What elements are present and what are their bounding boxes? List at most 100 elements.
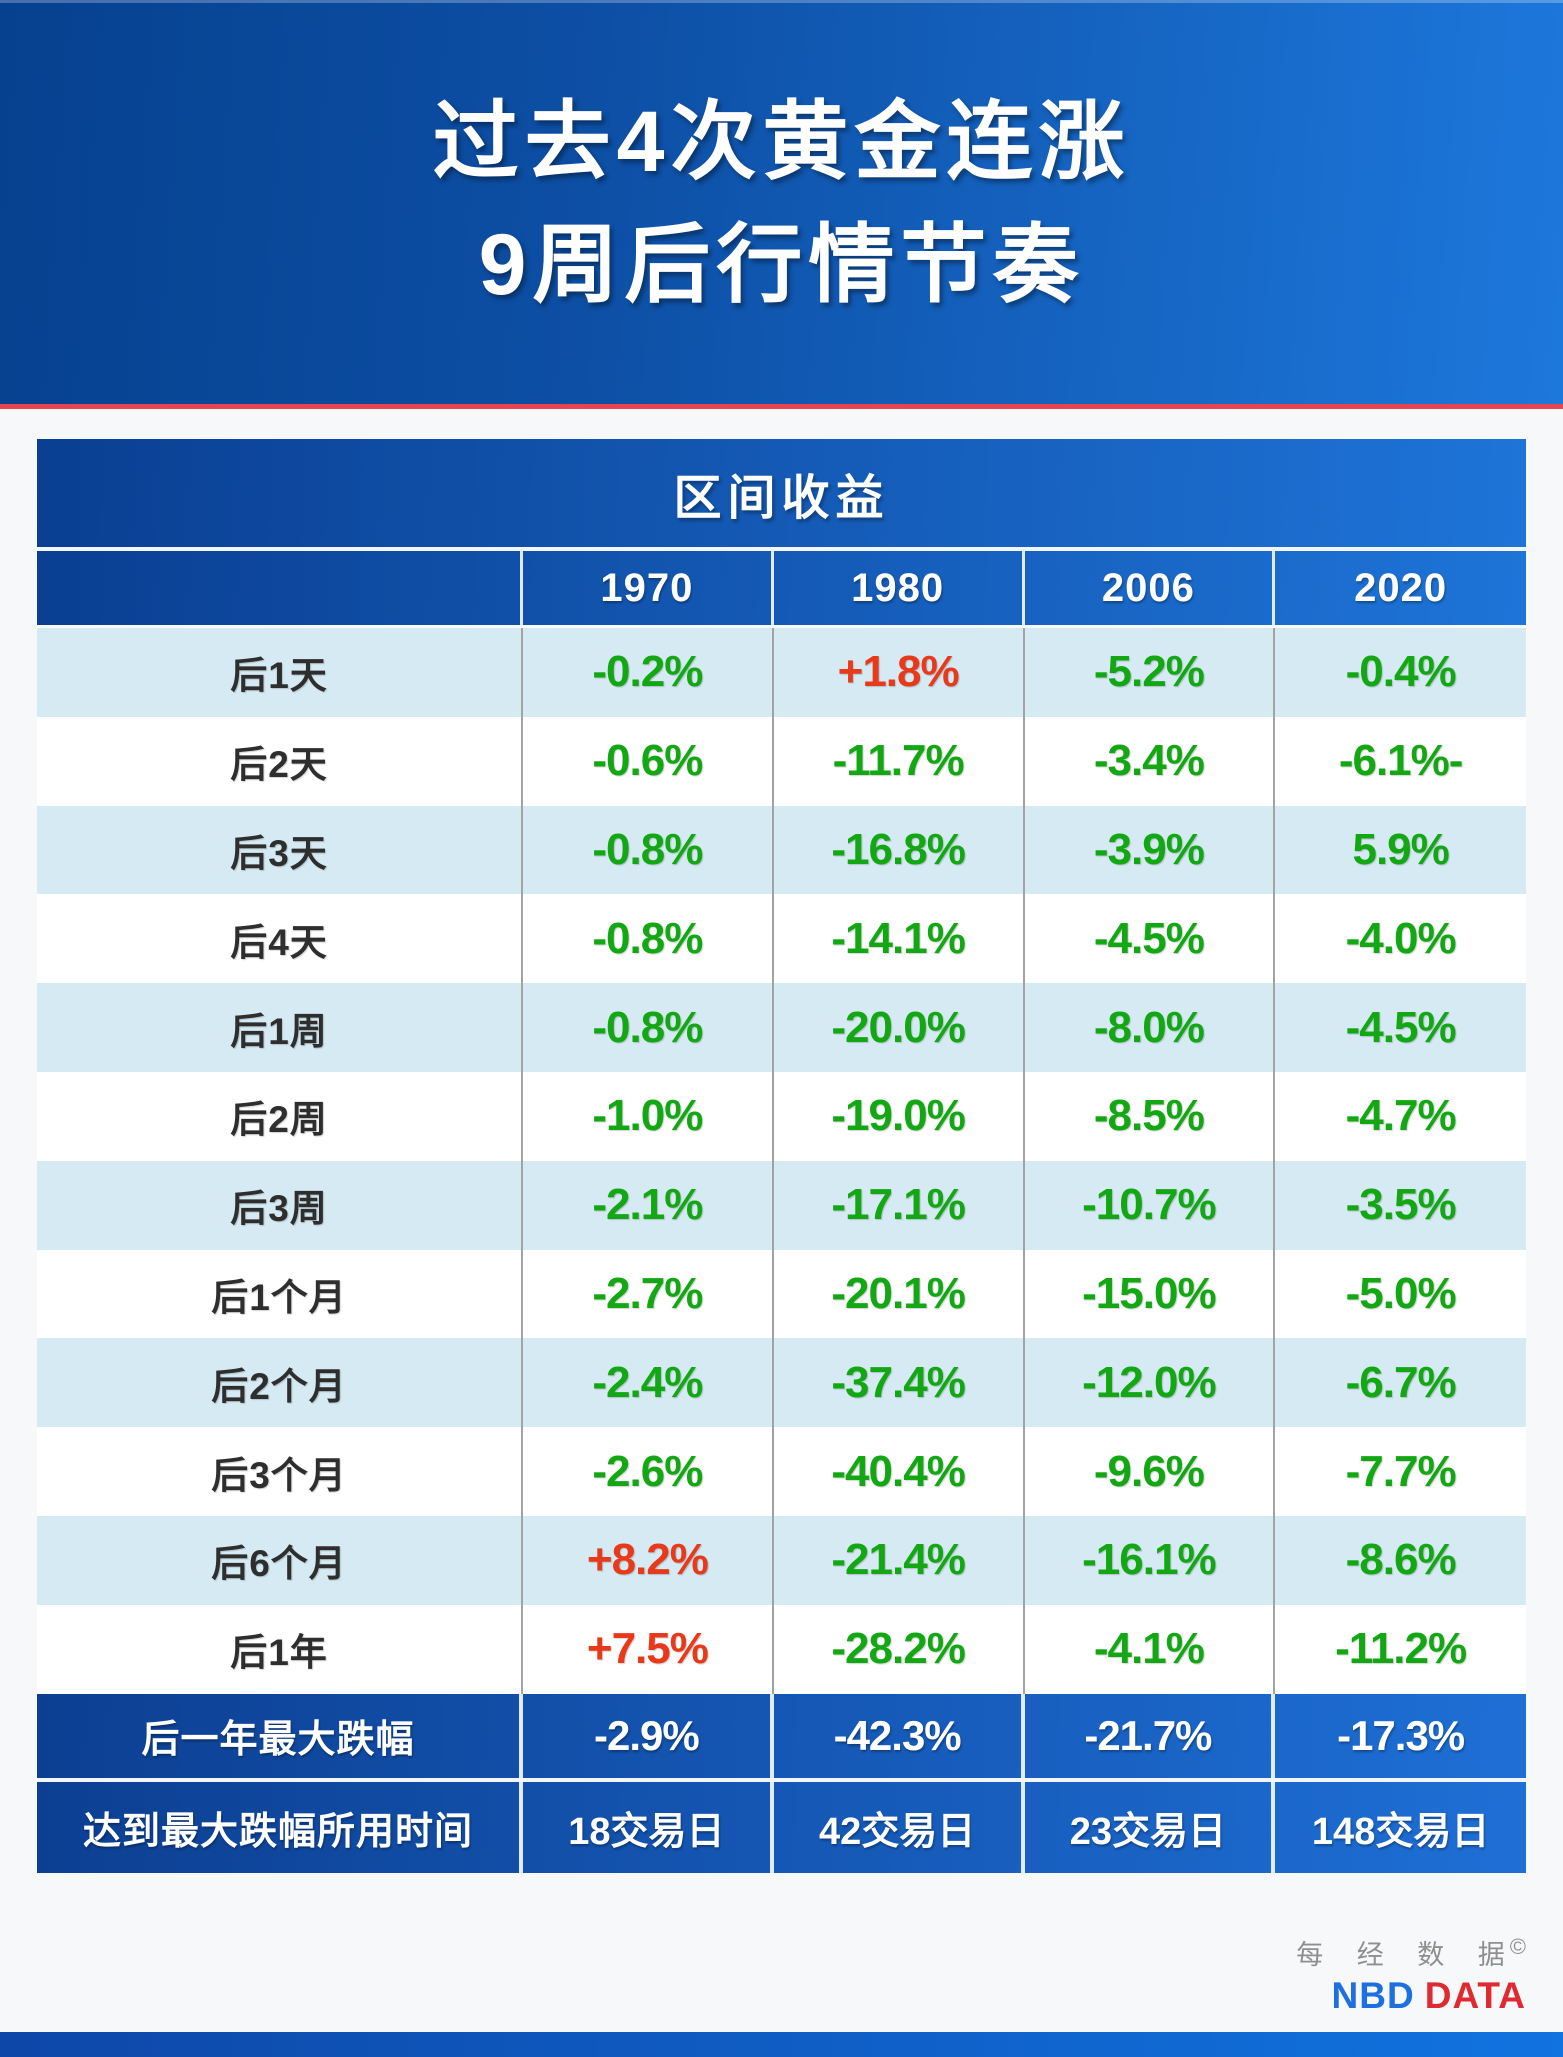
brand-nbd-text: NBD (1331, 1975, 1415, 2016)
value-cell: -12.0% (1025, 1338, 1276, 1428)
summary-row: 达到最大跌幅所用时间 18交易日 42交易日 23交易日 148交易日 (37, 1777, 1526, 1873)
value-cell: -6.1%- (1275, 717, 1526, 806)
value-text: -0.6% (592, 736, 703, 786)
value-text: -4.0% (1345, 913, 1457, 963)
summary-row-label: 后一年最大跌幅 (37, 1693, 523, 1778)
table-row: 后1天 -0.2% +1.8% -5.2% -0.4% (37, 628, 1526, 717)
value-text: -11.2% (1335, 1624, 1467, 1674)
footer-brand: 每 经 数 据© NBD DATA (1296, 1933, 1526, 2017)
banner-title-line2: 9周后行情节奏 (478, 216, 1085, 313)
value-text: -16.8% (831, 824, 965, 874)
value-text: -10.7% (1082, 1180, 1216, 1230)
value-cell: -5.0% (1275, 1250, 1526, 1339)
table-title: 区间收益 (673, 472, 890, 525)
value-cell: +8.2% (523, 1515, 774, 1605)
value-cell: -40.4% (774, 1427, 1025, 1516)
value-cell: +7.5% (523, 1604, 774, 1694)
value-text: -0.8% (592, 1002, 703, 1052)
value-text: -2.7% (592, 1268, 703, 1318)
value-text: +1.8% (837, 647, 960, 697)
data-rows-section: 后1天 -0.2% +1.8% -5.2% -0.4% 后2天 -0.6% -11.7% -3.… (37, 628, 1526, 1694)
value-text: -2.1% (592, 1180, 703, 1230)
value-cell: -0.8% (523, 894, 774, 984)
summary-value-cell: 42交易日 (774, 1781, 1025, 1873)
value-cell: 5.9% (1275, 806, 1526, 895)
value-cell: -16.1% (1025, 1515, 1276, 1605)
returns-table: 区间收益 1970 1980 2006 2020 后1天 -0.2% +1.8% -5… (37, 439, 1526, 1873)
value-cell: -3.5% (1275, 1161, 1526, 1250)
table-row: 后1个月 -2.7% -20.1% -15.0% -5.0% (37, 1249, 1526, 1339)
table-row: 后3周 -2.1% -17.1% -10.7% -3.5% (37, 1160, 1526, 1250)
value-text: -4.5% (1093, 913, 1205, 963)
value-cell: +1.8% (774, 628, 1025, 717)
value-cell: -6.7% (1275, 1338, 1526, 1427)
value-text: -4.7% (1345, 1091, 1457, 1141)
value-text: -7.7% (1345, 1446, 1457, 1496)
value-cell: -10.7% (1025, 1160, 1276, 1250)
summary-value-cell: -2.9% (523, 1693, 774, 1778)
value-text: -40.4% (831, 1446, 965, 1496)
brand-cn-text: 每 经 数 据© (1296, 1933, 1526, 1972)
value-cell: -0.8% (523, 983, 774, 1072)
value-text: +7.5% (586, 1624, 709, 1674)
value-text: -8.0% (1093, 1002, 1205, 1052)
value-text: -17.1% (831, 1180, 965, 1230)
value-cell: -4.7% (1275, 1072, 1526, 1161)
value-text: -6.1%- (1338, 736, 1464, 786)
value-cell: -2.1% (523, 1160, 774, 1250)
value-text: 5.9% (1352, 824, 1449, 874)
value-text: -8.6% (1345, 1535, 1457, 1585)
year-header-empty-cell (37, 551, 523, 625)
value-cell: -5.2% (1025, 628, 1276, 717)
value-text: -1.0% (592, 1091, 703, 1141)
value-text: -20.1% (831, 1268, 965, 1318)
value-cell: -0.8% (523, 805, 774, 895)
row-label: 后2周 (37, 1071, 523, 1161)
value-text: +8.2% (586, 1535, 709, 1585)
summary-row-label: 达到最大跌幅所用时间 (37, 1781, 523, 1873)
summary-value-cell: 23交易日 (1025, 1781, 1276, 1873)
value-cell: -4.0% (1275, 894, 1526, 983)
value-cell: -3.4% (1025, 716, 1276, 806)
value-text: -11.7% (832, 736, 965, 786)
table-row: 后1周 -0.8% -20.0% -8.0% -4.5% (37, 983, 1526, 1072)
value-cell: -0.2% (523, 628, 774, 717)
table-row: 后3天 -0.8% -16.8% -3.9% 5.9% (37, 805, 1526, 895)
value-text: -14.1% (831, 913, 965, 963)
table-title-row: 区间收益 (37, 439, 1526, 551)
value-text: -4.5% (1345, 1002, 1457, 1052)
value-text: -19.0% (831, 1091, 965, 1141)
value-cell: -9.6% (1025, 1427, 1276, 1516)
value-text: -5.2% (1093, 647, 1205, 697)
row-label: 后1周 (37, 983, 523, 1072)
year-header-2006: 2006 (1025, 551, 1276, 625)
table-row: 后4天 -0.8% -14.1% -4.5% -4.0% (37, 894, 1526, 984)
value-text: -5.0% (1345, 1268, 1457, 1318)
table-row: 后2天 -0.6% -11.7% -3.4% -6.1%- (37, 716, 1526, 806)
row-label: 后4天 (37, 894, 523, 984)
table-row: 后6个月 +8.2% -21.4% -16.1% -8.6% (37, 1515, 1526, 1605)
value-text: -8.5% (1093, 1091, 1205, 1141)
value-cell: -14.1% (774, 894, 1025, 984)
value-text: -28.2% (831, 1624, 965, 1674)
value-cell: -11.2% (1275, 1605, 1526, 1694)
value-cell: -0.4% (1275, 628, 1526, 717)
brand-cn-label: 每 经 数 据 (1296, 1940, 1518, 1970)
copyright-icon: © (1509, 1934, 1526, 1959)
value-cell: -21.4% (774, 1515, 1025, 1605)
value-cell: -4.5% (1275, 983, 1526, 1072)
summary-value-cell: -21.7% (1025, 1693, 1276, 1778)
row-label: 后2个月 (37, 1338, 523, 1428)
value-cell: -8.6% (1275, 1516, 1526, 1605)
row-label: 后2天 (37, 716, 523, 806)
value-text: -0.8% (592, 913, 703, 963)
value-text: -4.1% (1093, 1624, 1205, 1674)
value-cell: -20.0% (774, 983, 1025, 1072)
row-label: 后3天 (37, 805, 523, 895)
table-row: 后1年 +7.5% -28.2% -4.1% -11.2% (37, 1604, 1526, 1694)
table-row: 后2周 -1.0% -19.0% -8.5% -4.7% (37, 1071, 1526, 1161)
value-cell: -2.6% (523, 1427, 774, 1516)
header-banner: 过去4次黄金连涨 9周后行情节奏 (0, 0, 1563, 404)
value-cell: -8.5% (1025, 1071, 1276, 1161)
